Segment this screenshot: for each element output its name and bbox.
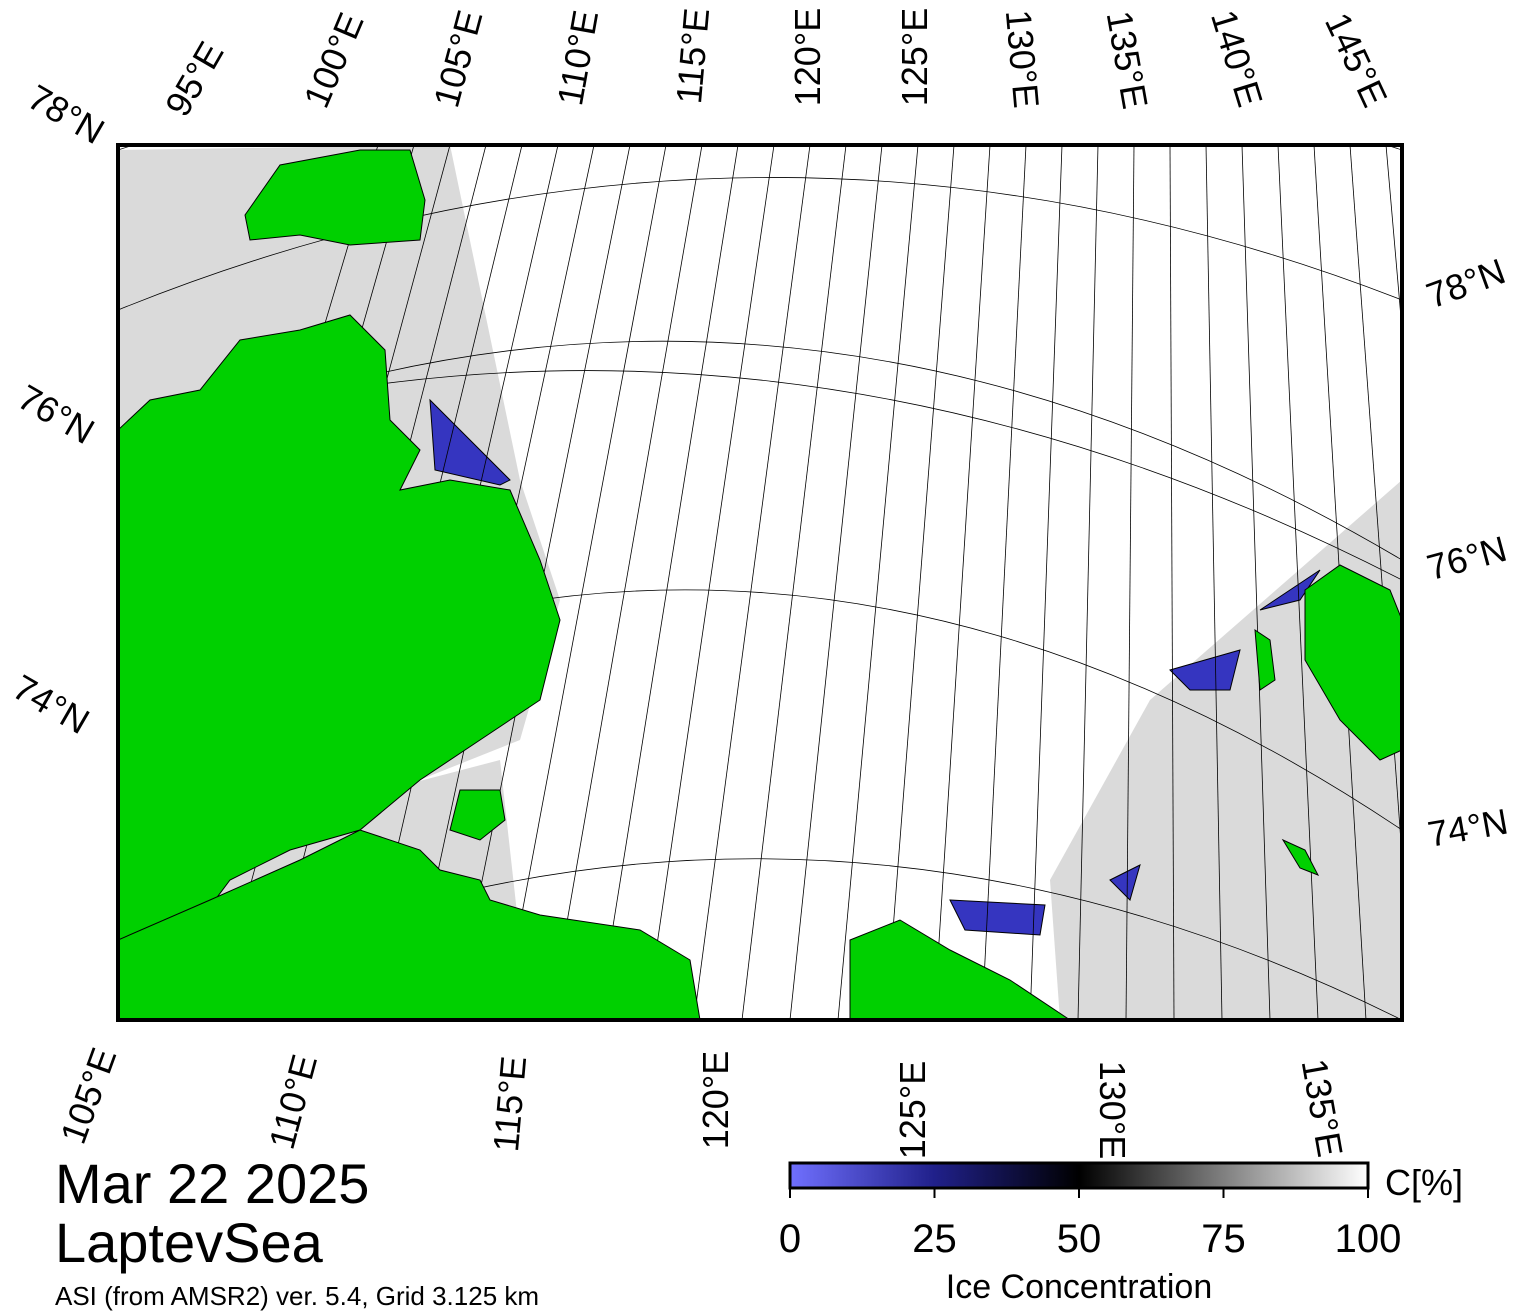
lon-label: 125°E <box>894 8 935 106</box>
lat-label: 74°N <box>1425 801 1511 855</box>
lon-label: 110°E <box>549 7 606 108</box>
lon-label: 135°E <box>1294 1056 1351 1160</box>
bottom-labels: 105°E 110°E 115°E 120°E 125°E 130°E 135°… <box>52 1042 1351 1159</box>
colorbar-tick-label: 100 <box>1335 1217 1402 1261</box>
source: ASI (from AMSR2) ver. 5.4, Grid 3.125 km <box>55 1281 539 1311</box>
meridian <box>549 145 703 1020</box>
lon-label: 110°E <box>261 1050 325 1153</box>
meridian <box>1077 145 1099 1020</box>
lon-label: 115°E <box>668 6 717 105</box>
low-ice <box>429 398 1321 936</box>
top-labels: 78°N 95°E 100°E 105°E 110°E 115°E 120°E … <box>21 5 1396 152</box>
meridian <box>1169 145 1175 1020</box>
meridian <box>1349 145 1402 862</box>
meridian <box>597 145 739 1020</box>
meridian <box>885 145 955 1020</box>
lon-label: 115°E <box>485 1054 534 1153</box>
lon-label: 105°E <box>52 1042 124 1149</box>
meridian <box>789 145 883 1020</box>
meridian <box>1385 145 1402 334</box>
colorbar-tick-label: 0 <box>779 1217 801 1261</box>
colorbar-tick-label: 50 <box>1057 1217 1102 1261</box>
meridian <box>501 145 667 1020</box>
lat-label: 78°N <box>1421 250 1511 316</box>
meridian <box>645 145 775 1020</box>
meridian <box>1205 145 1223 1020</box>
meridian <box>933 145 991 1020</box>
lon-label: 100°E <box>295 7 371 114</box>
colorbar-unit: C[%] <box>1385 1162 1463 1203</box>
meridian <box>693 145 811 1020</box>
colorbar <box>788 1161 1370 1190</box>
colorbar-tick-label: 75 <box>1201 1217 1246 1261</box>
map-area <box>118 145 1402 1020</box>
land <box>118 149 1402 1020</box>
lon-label: 105°E <box>425 6 490 112</box>
meridian <box>1029 145 1063 1020</box>
meridian <box>837 145 919 1020</box>
lat-label: 76°N <box>1423 528 1511 588</box>
lon-label: 95°E <box>157 35 232 123</box>
meridian <box>1125 145 1135 1020</box>
colorbar-tick-label: 25 <box>912 1217 957 1261</box>
lon-label: 120°E <box>695 1051 736 1149</box>
meridian <box>1241 145 1271 1020</box>
region: LaptevSea <box>55 1211 324 1274</box>
map-frame <box>116 143 1404 1022</box>
lon-label: 140°E <box>1203 5 1271 111</box>
lon-label: 130°E <box>1092 1061 1133 1159</box>
lat-label: 76°N <box>11 376 101 452</box>
lon-label: 130°E <box>998 8 1047 110</box>
lon-label: 135°E <box>1099 8 1156 112</box>
meridian <box>1277 145 1319 1020</box>
colorbar-label: Ice Concentration <box>946 1268 1213 1306</box>
lat-label: 78°N <box>21 76 111 152</box>
meridian <box>741 145 847 1020</box>
lon-label: 125°E <box>892 1061 933 1159</box>
lon-label: 145°E <box>1317 6 1396 113</box>
meridian <box>981 145 1027 1020</box>
lat-label: 74°N <box>6 666 96 742</box>
lon-label: 120°E <box>787 8 828 106</box>
date: Mar 22 2025 <box>55 1152 369 1215</box>
